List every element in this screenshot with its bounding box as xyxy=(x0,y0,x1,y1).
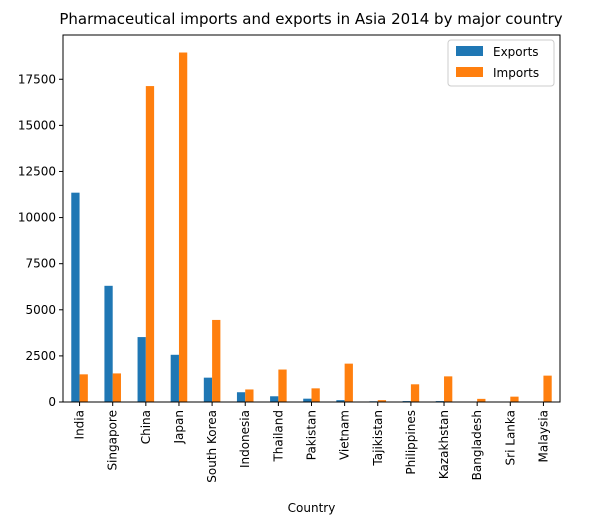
bar-imports-bangladesh xyxy=(477,398,486,402)
x-axis-label: Country xyxy=(288,501,336,515)
y-tick-label: 10000 xyxy=(18,211,56,225)
x-tick-label: Kazakhstan xyxy=(437,410,451,479)
y-tick-label: 17500 xyxy=(18,72,56,86)
bar-imports-tajikistan xyxy=(377,400,387,402)
bar-imports-pakistan xyxy=(311,388,320,402)
y-tick-label: 5000 xyxy=(25,303,56,317)
y-tick-label: 15000 xyxy=(18,118,56,132)
legend-swatch-exports xyxy=(456,46,483,56)
bar-imports-vietnam xyxy=(344,363,353,402)
x-tick-label: Thailand xyxy=(271,410,285,463)
bar-exports-india xyxy=(71,192,80,402)
x-axis: India Singapore China Japan South Korea Indon… xyxy=(73,402,550,483)
bar-imports-japan xyxy=(178,52,188,403)
legend-swatch-imports xyxy=(456,67,483,77)
x-tick-label: South Korea xyxy=(205,410,219,483)
y-tick-label: 12500 xyxy=(18,164,56,178)
legend-label-exports: Exports xyxy=(493,45,539,59)
x-tick-label: Japan xyxy=(172,410,186,444)
bar-exports-south-korea xyxy=(203,377,213,402)
x-tick-label: Vietnam xyxy=(338,410,352,460)
x-tick-label: China xyxy=(139,410,153,444)
x-tick-label: Pakistan xyxy=(305,410,319,460)
y-tick-label: 7500 xyxy=(25,257,56,271)
bar-exports-singapore xyxy=(104,285,113,402)
bar-exports-indonesia xyxy=(236,392,246,402)
legend: Exports Imports xyxy=(447,39,555,87)
x-tick-label: India xyxy=(73,410,87,439)
x-tick-label: Bangladesh xyxy=(470,410,484,480)
x-tick-label: Sri Lanka xyxy=(503,410,517,465)
bar-imports-thailand xyxy=(278,369,287,402)
bar-imports-south-korea xyxy=(212,319,221,402)
y-tick-label: 0 xyxy=(48,395,56,409)
x-tick-label: Singapore xyxy=(106,410,120,471)
legend-label-imports: Imports xyxy=(493,66,539,80)
bar-imports-kazakhstan xyxy=(444,376,453,402)
bar-exports-japan xyxy=(170,354,179,402)
bar-imports-malaysia xyxy=(543,375,552,402)
bar-imports-china xyxy=(145,86,155,402)
bar-exports-pakistan xyxy=(303,398,312,402)
x-tick-label: Philippines xyxy=(404,410,418,475)
y-axis: 0 2500 5000 7500 10000 12500 15000 17500 xyxy=(18,72,63,409)
x-tick-label: Malaysia xyxy=(536,410,550,462)
axes-frame xyxy=(62,34,561,403)
bar-imports-india xyxy=(79,374,88,402)
chart-title: Pharmaceutical imports and exports in As… xyxy=(59,10,562,28)
bar-exports-china xyxy=(137,337,146,402)
bar-exports-thailand xyxy=(270,396,279,402)
bar-imports-singapore xyxy=(112,373,121,402)
x-tick-label: Tajikistan xyxy=(371,410,385,467)
x-tick-label: Indonesia xyxy=(238,410,252,468)
bar-imports-sri-lanka xyxy=(510,396,519,402)
bar-exports-vietnam xyxy=(336,400,345,402)
bar-imports-indonesia xyxy=(245,389,254,402)
y-tick-label: 2500 xyxy=(25,349,56,363)
bar-imports-philippines xyxy=(410,384,420,402)
plot-area xyxy=(71,52,552,403)
